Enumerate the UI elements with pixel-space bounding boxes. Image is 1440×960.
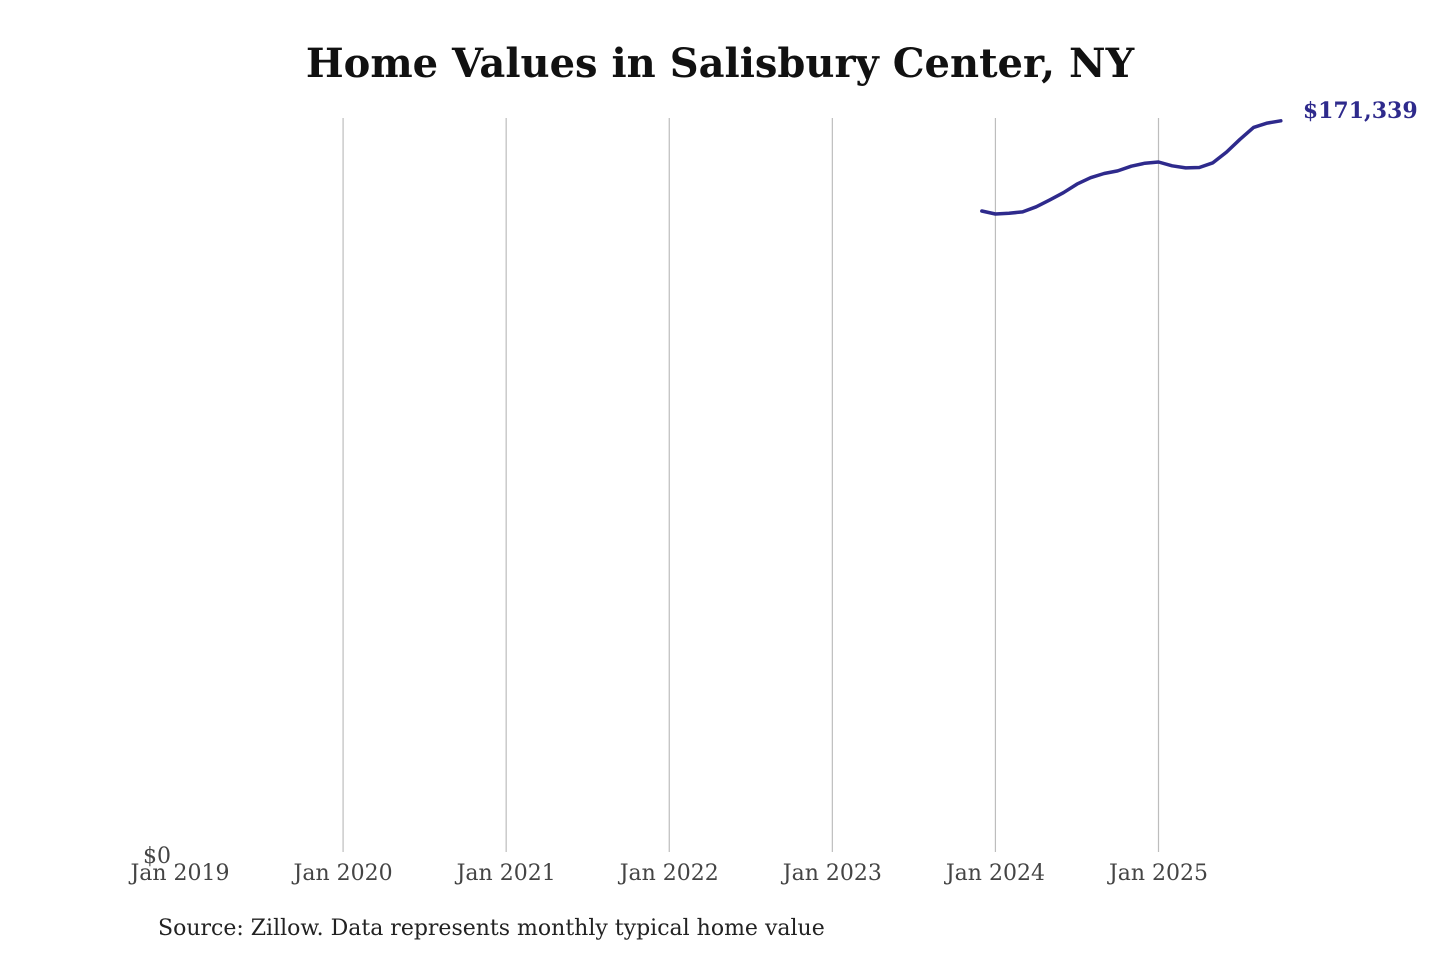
end-value-label: $171,339 — [1303, 98, 1418, 124]
x-tick-labels: Jan 2019 Jan 2020 Jan 2021 Jan 2022 Jan 2023… — [128, 861, 1208, 886]
x-tick-label-2019: Jan 2019 — [128, 861, 229, 886]
y-tick-label: $0 — [143, 844, 171, 869]
x-tick-label-2022: Jan 2022 — [618, 861, 719, 886]
x-tick-label-2020: Jan 2020 — [292, 861, 393, 886]
x-tick-label-2025: Jan 2025 — [1107, 861, 1208, 886]
grid-lines — [342, 118, 1160, 852]
x-tick-label-2024: Jan 2024 — [944, 861, 1045, 886]
x-tick-label-2021: Jan 2021 — [455, 861, 556, 886]
chart-title: Home Values in Salisbury Center, NY — [305, 40, 1135, 87]
source-note: Source: Zillow. Data represents monthly … — [158, 916, 825, 941]
y-tick-labels: $0 — [143, 844, 171, 869]
series-line-home-value — [980, 119, 1283, 216]
x-tick-label-2023: Jan 2023 — [781, 861, 882, 886]
